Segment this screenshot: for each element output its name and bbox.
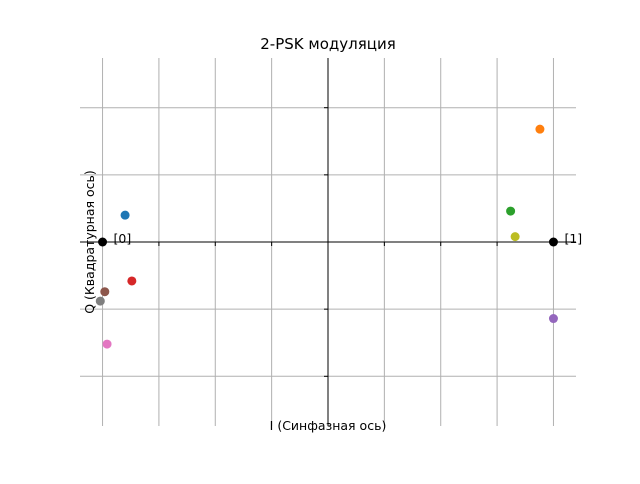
chart-title: 2-PSK модуляция [260,35,395,53]
constellation-label: [0] [114,231,132,246]
data-point [548,314,558,324]
data-point [127,276,137,286]
axes [80,58,576,426]
data-point [506,206,516,216]
constellation-point [548,237,558,247]
x-axis-label: I (Синфазная ось) [270,418,387,433]
data-point [510,232,520,242]
data-point [95,296,105,306]
y-axis-label: Q (Квадратурная ось) [82,170,97,314]
data-point [102,339,112,349]
data-point [120,210,130,220]
constellation-points: [0] [1] [98,231,582,247]
constellation-label: [1] [564,231,582,246]
data-point [100,287,110,297]
data-point [535,124,545,134]
constellation-point [98,237,108,247]
data-points [95,124,558,349]
